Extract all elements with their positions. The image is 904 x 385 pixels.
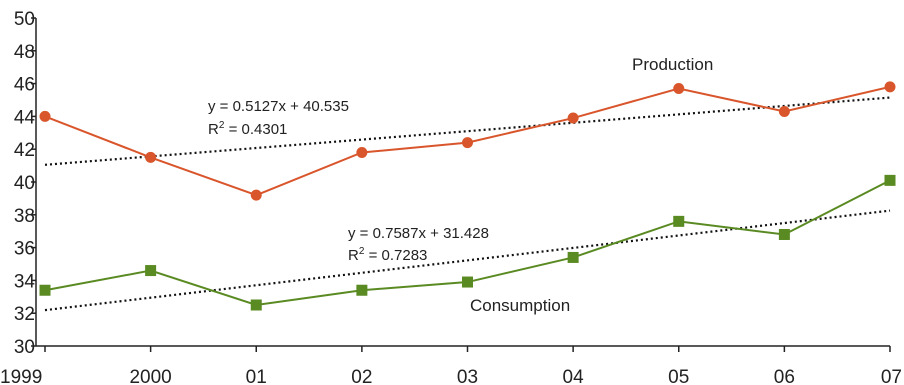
consumption-point xyxy=(462,276,473,288)
consumption-trend-equation: y = 0.7587x + 31.428 xyxy=(348,225,489,242)
consumption-point xyxy=(356,284,368,296)
x-tick-label: 03 xyxy=(457,367,478,385)
production-point xyxy=(250,189,262,201)
production-point xyxy=(884,81,896,93)
consumption-label: Consumption xyxy=(470,296,570,315)
trendlines xyxy=(44,96,891,312)
y-ticks: 30 32 34 36 38 40 42 44 46 48 50 xyxy=(14,9,36,358)
production-r2-exponent: 2 xyxy=(219,120,225,131)
consumption-r2-prefix: R xyxy=(348,247,359,264)
y-tick-label: 46 xyxy=(14,75,35,96)
x-tick-label: 2000 xyxy=(129,367,171,385)
production-point xyxy=(39,110,51,122)
consumption-r2-value: = 0.7283 xyxy=(364,247,427,264)
production-point xyxy=(673,83,685,95)
consumption-point xyxy=(673,215,685,227)
consumption-point xyxy=(145,265,157,277)
production-r2-value: = 0.4301 xyxy=(224,121,287,138)
x-tick-label: 02 xyxy=(351,367,372,385)
production-r2-prefix: R xyxy=(208,121,219,138)
production-point xyxy=(462,137,473,149)
production-point xyxy=(145,151,157,163)
y-tick-label: 44 xyxy=(14,107,36,128)
y-tick-label: 48 xyxy=(14,42,35,63)
series-group xyxy=(39,81,896,311)
production-trendline xyxy=(44,96,891,166)
production-label: Production xyxy=(632,55,713,74)
production-point xyxy=(356,146,368,158)
x-tick-label: 01 xyxy=(246,367,267,385)
y-tick-label: 40 xyxy=(14,173,35,194)
x-tick-label: 06 xyxy=(774,367,795,385)
axes xyxy=(35,18,890,347)
consumption-trendline xyxy=(44,209,891,312)
y-tick-label: 30 xyxy=(14,337,35,358)
consumption-point xyxy=(778,228,790,240)
x-tick-label: 04 xyxy=(563,367,585,385)
consumption-point xyxy=(39,284,51,296)
y-tick-label: 36 xyxy=(14,239,35,260)
y-tick-label: 34 xyxy=(14,271,36,292)
production-trend-equation: y = 0.5127x + 40.535 xyxy=(208,98,349,115)
y-tick-label: 42 xyxy=(14,140,35,161)
consumption-trend-r2: R2 = 0.7283 xyxy=(348,246,427,264)
x-tick-label: 05 xyxy=(668,367,689,385)
consumption-r2-exponent: 2 xyxy=(359,246,365,257)
y-tick-label: 38 xyxy=(14,206,35,227)
production-trend-r2: R2 = 0.4301 xyxy=(208,120,287,138)
x-tick-label: 1999 xyxy=(0,367,42,385)
y-tick-label: 50 xyxy=(14,9,35,30)
x-tick-label: 07 xyxy=(881,367,902,385)
production-point xyxy=(778,105,790,117)
y-tick-label: 32 xyxy=(14,304,35,325)
x-ticks: 1999 2000 01 02 03 04 05 06 07 xyxy=(0,346,902,385)
production-point xyxy=(567,112,579,124)
consumption-point xyxy=(567,251,579,263)
consumption-point xyxy=(884,174,896,186)
consumption-point xyxy=(250,299,262,311)
